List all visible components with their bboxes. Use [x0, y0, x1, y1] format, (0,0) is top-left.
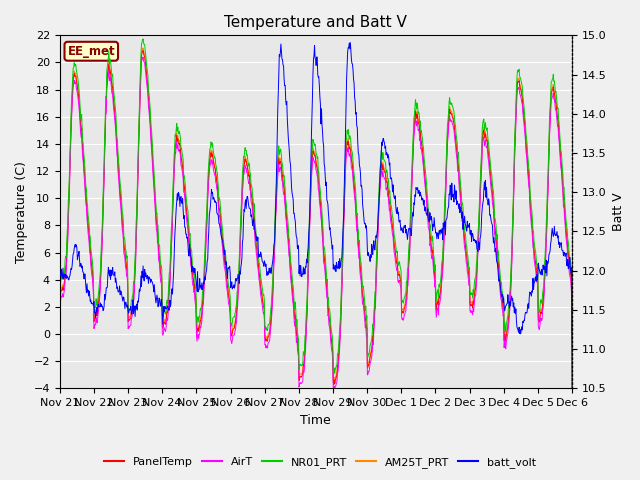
Legend: PanelTemp, AirT, NR01_PRT, AM25T_PRT, batt_volt: PanelTemp, AirT, NR01_PRT, AM25T_PRT, ba…	[100, 452, 540, 472]
AM25T_PRT	[269, 284, 276, 289]
NR01_PRT	[81, 157, 88, 163]
AM25T_PRT	[140, 45, 147, 51]
AirT	[543, 204, 551, 210]
AirT	[140, 54, 147, 60]
AirT	[359, 301, 367, 307]
AM25T_PRT	[552, 97, 559, 103]
batt_volt	[81, 276, 88, 281]
PanelTemp	[56, 289, 63, 295]
batt_volt	[269, 261, 276, 267]
PanelTemp	[269, 287, 276, 292]
AirT	[152, 211, 159, 216]
AM25T_PRT	[56, 287, 63, 292]
PanelTemp	[81, 168, 88, 174]
PanelTemp	[543, 198, 551, 204]
AirT	[81, 175, 88, 180]
Y-axis label: Temperature (C): Temperature (C)	[15, 161, 28, 263]
NR01_PRT	[552, 89, 559, 95]
Text: EE_met: EE_met	[67, 45, 115, 58]
Line: PanelTemp: PanelTemp	[60, 50, 572, 384]
AM25T_PRT	[543, 195, 551, 201]
batt_volt	[346, 40, 354, 46]
PanelTemp	[568, 330, 576, 336]
AM25T_PRT	[359, 291, 367, 297]
Line: AirT: AirT	[60, 57, 572, 388]
AM25T_PRT	[81, 166, 88, 171]
AM25T_PRT	[330, 379, 338, 385]
PanelTemp	[330, 382, 338, 387]
batt_volt	[568, 385, 576, 391]
Title: Temperature and Batt V: Temperature and Batt V	[225, 15, 407, 30]
X-axis label: Time: Time	[301, 414, 332, 427]
Line: batt_volt: batt_volt	[60, 43, 572, 388]
AirT	[330, 385, 338, 391]
AirT	[568, 337, 576, 343]
batt_volt	[543, 273, 550, 279]
AirT	[56, 296, 63, 302]
batt_volt	[151, 290, 159, 296]
Line: AM25T_PRT: AM25T_PRT	[60, 48, 572, 382]
AirT	[552, 107, 559, 112]
Line: NR01_PRT: NR01_PRT	[60, 39, 572, 374]
PanelTemp	[140, 48, 147, 53]
PanelTemp	[152, 204, 159, 209]
NR01_PRT	[140, 36, 147, 42]
NR01_PRT	[568, 319, 576, 324]
NR01_PRT	[56, 278, 63, 284]
batt_volt	[56, 270, 63, 276]
AirT	[269, 294, 276, 300]
AM25T_PRT	[568, 327, 576, 333]
batt_volt	[551, 231, 559, 237]
NR01_PRT	[543, 187, 551, 192]
NR01_PRT	[359, 284, 367, 290]
AM25T_PRT	[152, 201, 159, 206]
NR01_PRT	[269, 277, 276, 283]
PanelTemp	[552, 100, 559, 106]
Y-axis label: Batt V: Batt V	[612, 192, 625, 231]
NR01_PRT	[152, 194, 159, 200]
batt_volt	[358, 187, 366, 193]
PanelTemp	[359, 294, 367, 300]
NR01_PRT	[330, 371, 338, 377]
